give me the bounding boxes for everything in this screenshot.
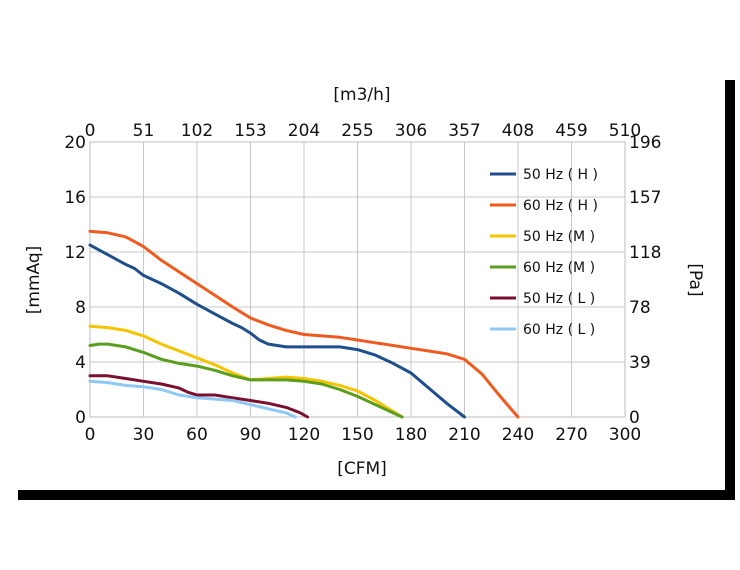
x2-tick-label: 204 [288, 121, 320, 141]
x2-tick-label: 510 [609, 121, 641, 141]
legend-label: 60 Hz ( L ) [523, 322, 595, 338]
y2-tick-label: 0 [629, 408, 640, 428]
x-tick-label: 120 [288, 425, 320, 445]
y-tick-label: 20 [64, 133, 86, 153]
series-line-4 [88, 342, 404, 419]
x-tick-label: 150 [341, 425, 373, 445]
y2-tick-label: 39 [629, 353, 651, 373]
x-tick-label: 30 [133, 425, 155, 445]
x-axis-title: [CFM] [337, 459, 387, 479]
y-tick-label: 0 [75, 408, 86, 428]
x-tick-label: 240 [502, 425, 534, 445]
legend-label: 60 Hz ( H ) [523, 198, 598, 214]
x-tick-label: 180 [395, 425, 427, 445]
x-tick-label: 0 [85, 425, 96, 445]
x-tick-label: 270 [555, 425, 587, 445]
x2-tick-label: 357 [448, 121, 480, 141]
y2-axis-title: [Pa] [685, 263, 705, 296]
legend-label: 50 Hz ( H ) [523, 167, 598, 183]
x-tick-label: 210 [448, 425, 480, 445]
series-line-6 [88, 379, 297, 419]
y-tick-label: 8 [75, 298, 86, 318]
y2-tick-label: 196 [629, 133, 661, 153]
plot-area-border [89, 141, 626, 418]
legend-label: 50 Hz (M ) [523, 229, 595, 245]
x2-tick-label: 51 [133, 121, 155, 141]
x2-tick-label: 153 [234, 121, 266, 141]
y-tick-label: 12 [64, 243, 86, 263]
y2-tick-label: 78 [629, 298, 651, 318]
y-axis-title: [mmAq] [24, 246, 44, 315]
x2-tick-label: 0 [85, 121, 96, 141]
y-tick-label: 16 [64, 188, 86, 208]
x2-tick-label: 306 [395, 121, 427, 141]
series-line-5 [88, 374, 310, 419]
frame-shadow-right [725, 80, 735, 500]
y2-tick-label: 157 [629, 188, 661, 208]
frame-shadow-bottom [18, 490, 735, 500]
x-tick-label: 60 [186, 425, 208, 445]
x-tick-label: 90 [240, 425, 262, 445]
grid [89, 141, 626, 418]
x2-tick-label: 459 [555, 121, 587, 141]
x-tick-label: 300 [609, 425, 641, 445]
x2-tick-label: 102 [181, 121, 213, 141]
x2-tick-label: 255 [341, 121, 373, 141]
legend-label: 60 Hz (M ) [523, 260, 595, 276]
legend-label: 50 Hz ( L ) [523, 291, 595, 307]
legend: 50 Hz ( H ) 60 Hz ( H ) 50 Hz (M ) 60 Hz (M… [490, 167, 598, 338]
series-line-1 [88, 243, 466, 419]
y2-tick-label: 118 [629, 243, 661, 263]
series-layer [88, 229, 520, 419]
x2-tick-label: 408 [502, 121, 534, 141]
x2-axis-title: [m3/h] [333, 85, 390, 105]
y-tick-label: 4 [75, 353, 86, 373]
series-line-2 [88, 229, 520, 419]
